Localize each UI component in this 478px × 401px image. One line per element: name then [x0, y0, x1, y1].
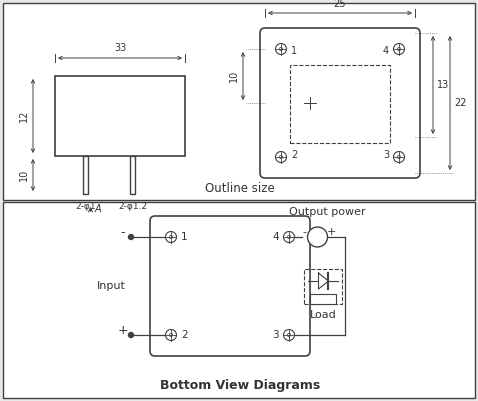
Text: 3: 3: [383, 150, 389, 160]
FancyBboxPatch shape: [260, 28, 420, 178]
Circle shape: [307, 227, 327, 247]
Text: 1: 1: [291, 46, 297, 56]
Circle shape: [169, 333, 173, 337]
Text: A: A: [95, 204, 101, 214]
Text: 33: 33: [114, 43, 126, 53]
Text: 1: 1: [181, 232, 188, 242]
Circle shape: [165, 330, 176, 340]
Text: Load: Load: [310, 310, 337, 320]
Circle shape: [129, 235, 133, 239]
Circle shape: [275, 43, 286, 55]
Text: 2-φ1: 2-φ1: [75, 202, 96, 211]
Text: Outline size: Outline size: [205, 182, 275, 196]
Text: +: +: [118, 324, 128, 338]
Bar: [290, 65, 390, 143]
Text: 10: 10: [19, 169, 29, 181]
Text: Bottom View Diagrams: Bottom View Diagrams: [160, 379, 320, 393]
Text: 2: 2: [181, 330, 188, 340]
Circle shape: [275, 152, 286, 162]
Circle shape: [279, 155, 282, 159]
FancyBboxPatch shape: [150, 216, 310, 356]
Text: Output power: Output power: [289, 207, 366, 217]
Text: 4: 4: [272, 232, 279, 242]
Text: -: -: [121, 227, 125, 239]
Polygon shape: [318, 273, 328, 289]
Text: 2: 2: [291, 150, 297, 160]
Bar: [83, 156, 88, 194]
Text: 10: 10: [229, 70, 239, 82]
Circle shape: [397, 155, 401, 159]
Circle shape: [129, 332, 133, 338]
Circle shape: [283, 330, 294, 340]
Circle shape: [287, 235, 291, 239]
Circle shape: [287, 333, 291, 337]
Text: 12: 12: [19, 110, 29, 122]
Circle shape: [283, 231, 294, 243]
Text: 3: 3: [272, 330, 279, 340]
Circle shape: [393, 152, 404, 162]
Circle shape: [279, 47, 282, 51]
Text: 22: 22: [454, 98, 467, 108]
Bar: [130, 156, 135, 194]
Bar: [3, 3, 475, 200]
Bar: [55, 76, 185, 156]
Bar: [304, 269, 343, 304]
Text: -: -: [303, 227, 306, 237]
Bar: [311, 294, 337, 304]
Circle shape: [397, 47, 401, 51]
Bar: [3, 202, 475, 398]
Text: +: +: [327, 227, 336, 237]
Circle shape: [165, 231, 176, 243]
Circle shape: [393, 43, 404, 55]
Circle shape: [169, 235, 173, 239]
Text: Input: Input: [97, 281, 125, 291]
Text: 4: 4: [383, 46, 389, 56]
Text: 13: 13: [437, 80, 449, 90]
Text: 25: 25: [334, 0, 346, 9]
Text: 2-φ1.2: 2-φ1.2: [118, 202, 147, 211]
